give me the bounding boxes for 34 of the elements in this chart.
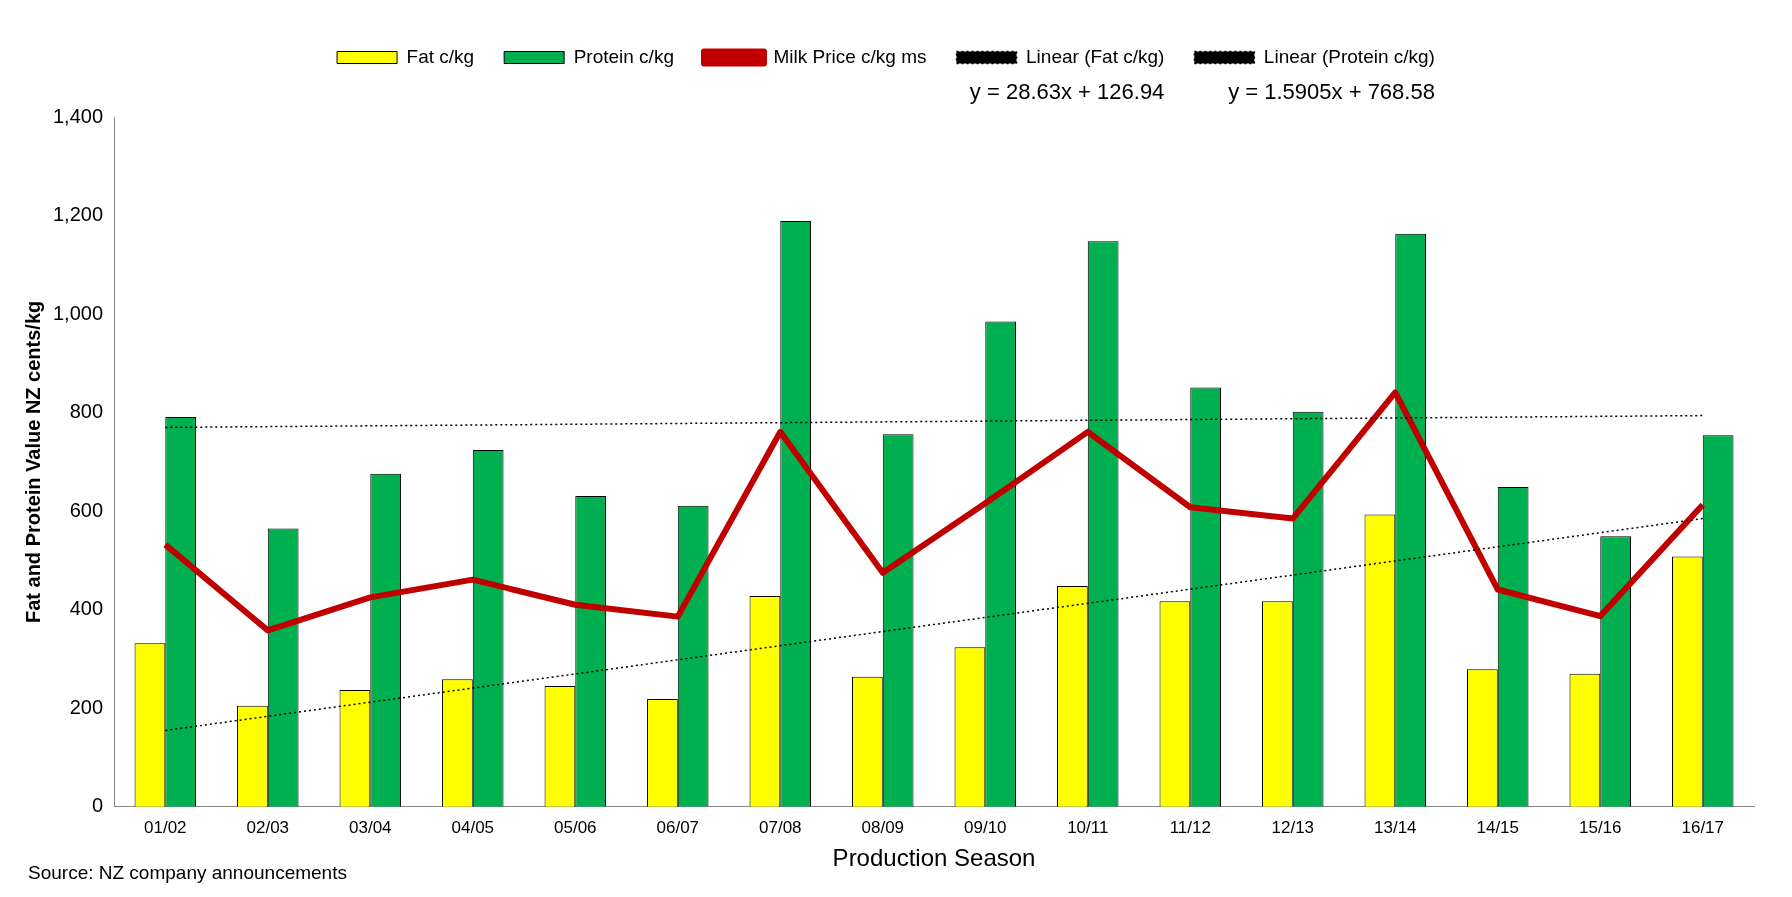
x-tick-label: 05/06 xyxy=(554,817,597,837)
y-tick-label: 1,400 xyxy=(52,104,104,127)
y-tick-label: 1,200 xyxy=(52,203,104,226)
legend-label: Protein c/kg xyxy=(573,45,674,67)
x-tick-label: 03/04 xyxy=(349,817,392,837)
y-tick-label: 400 xyxy=(69,597,104,620)
x-tick-label: 10/11 xyxy=(1067,817,1109,837)
text: y = 1.5905x + 768.58 xyxy=(1228,79,1435,105)
x-tick-label: 09/10 xyxy=(964,817,1007,837)
x-tick-label: 02/03 xyxy=(246,817,290,837)
text: y = 28.63x + 126.94 xyxy=(969,79,1165,105)
y-tick-label: 800 xyxy=(69,400,104,423)
x-tick-label: 13/14 xyxy=(1373,817,1417,837)
x-tick-label: 07/08 xyxy=(759,817,802,837)
y-tick-label: 200 xyxy=(69,695,104,718)
x-tick-label: 04/05 xyxy=(451,817,495,837)
x-tick-label: 08/09 xyxy=(861,817,905,837)
y-tick-label: 0 xyxy=(91,794,104,817)
source-note: Source: NZ company announcements xyxy=(28,862,347,884)
legend-label: Milk Price c/kg ms xyxy=(773,45,927,67)
legend-label: Linear (Protein c/kg) xyxy=(1263,45,1435,67)
y-axis-title: Fat and Protein Value NZ cents/kg xyxy=(21,300,44,624)
x-tick-label: 14/15 xyxy=(1476,817,1520,837)
legend-label: Linear (Fat c/kg) xyxy=(1026,45,1165,67)
x-tick-label: 15/16 xyxy=(1578,817,1622,837)
x-tick-label: 06/07 xyxy=(656,817,700,837)
x-tick-label: 01/02 xyxy=(144,817,187,837)
x-tick-label: 12/13 xyxy=(1271,817,1315,837)
y-tick-label: 600 xyxy=(69,498,104,521)
legend-label: Fat c/kg xyxy=(406,45,475,67)
y-tick-label: 1,000 xyxy=(52,301,104,324)
x-axis-title: Production Season xyxy=(832,844,1036,872)
x-tick-label: 16/17 xyxy=(1681,817,1725,837)
x-tick-label: 11/12 xyxy=(1169,817,1211,837)
